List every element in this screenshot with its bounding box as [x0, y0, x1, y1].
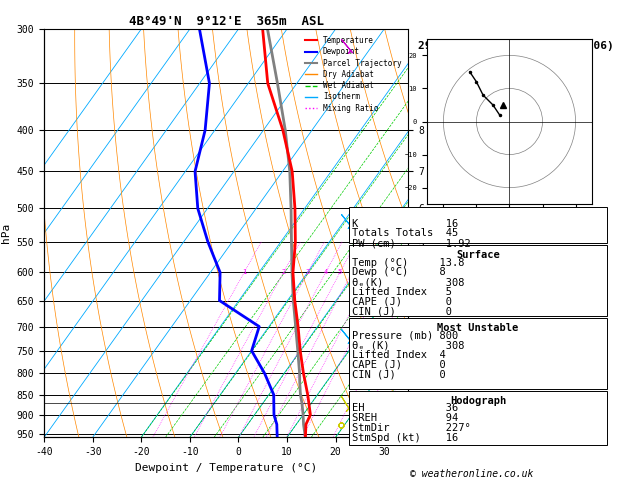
Text: 29.04.2024  12GMT  (Base: 06): 29.04.2024 12GMT (Base: 06): [418, 41, 613, 52]
Text: Temp (°C)     13.8: Temp (°C) 13.8: [352, 258, 465, 268]
X-axis label: Dewpoint / Temperature (°C): Dewpoint / Temperature (°C): [135, 463, 318, 473]
Text: CIN (J)        0: CIN (J) 0: [352, 306, 452, 316]
Text: StmDir         227°: StmDir 227°: [352, 423, 471, 433]
Text: 5: 5: [338, 269, 342, 276]
Text: EH             36: EH 36: [352, 403, 459, 414]
Text: Hodograph: Hodograph: [450, 396, 506, 406]
Text: Lifted Index  4: Lifted Index 4: [352, 350, 446, 360]
Y-axis label: km
ASL: km ASL: [430, 225, 451, 242]
Legend: Temperature, Dewpoint, Parcel Trajectory, Dry Adiabat, Wet Adiabat, Isotherm, Mi: Temperature, Dewpoint, Parcel Trajectory…: [303, 33, 404, 116]
Text: 6: 6: [350, 269, 354, 276]
Text: 2: 2: [281, 269, 286, 276]
Text: © weatheronline.co.uk: © weatheronline.co.uk: [410, 469, 533, 479]
Text: CIN (J)       0: CIN (J) 0: [352, 369, 446, 380]
Text: K              16: K 16: [352, 219, 459, 229]
Text: θₑ(K)          308: θₑ(K) 308: [352, 277, 465, 287]
Text: PW (cm)        1.92: PW (cm) 1.92: [352, 238, 471, 248]
Text: CAPE (J)      0: CAPE (J) 0: [352, 360, 446, 370]
Text: Totals Totals  45: Totals Totals 45: [352, 228, 459, 239]
Text: 10: 10: [382, 269, 391, 276]
Text: StmSpd (kt)    16: StmSpd (kt) 16: [352, 433, 459, 443]
Text: SREH           94: SREH 94: [352, 413, 459, 423]
Text: Lifted Index   5: Lifted Index 5: [352, 287, 452, 297]
Text: 8: 8: [369, 269, 373, 276]
Text: CAPE (J)       0: CAPE (J) 0: [352, 296, 452, 307]
Text: Surface: Surface: [456, 250, 500, 260]
X-axis label: kt: kt: [504, 221, 515, 230]
Text: Dewp (°C)     8: Dewp (°C) 8: [352, 267, 446, 278]
Y-axis label: hPa: hPa: [1, 223, 11, 243]
Text: LCL: LCL: [391, 399, 406, 407]
Title: 4B°49'N  9°12'E  365m  ASL: 4B°49'N 9°12'E 365m ASL: [129, 15, 324, 28]
Text: Pressure (mb) 800: Pressure (mb) 800: [352, 330, 459, 341]
Text: 3: 3: [306, 269, 310, 276]
Text: θₑ (K)         308: θₑ (K) 308: [352, 340, 465, 350]
Text: 4: 4: [323, 269, 328, 276]
Text: 1: 1: [242, 269, 247, 276]
Text: Most Unstable: Most Unstable: [437, 323, 519, 333]
